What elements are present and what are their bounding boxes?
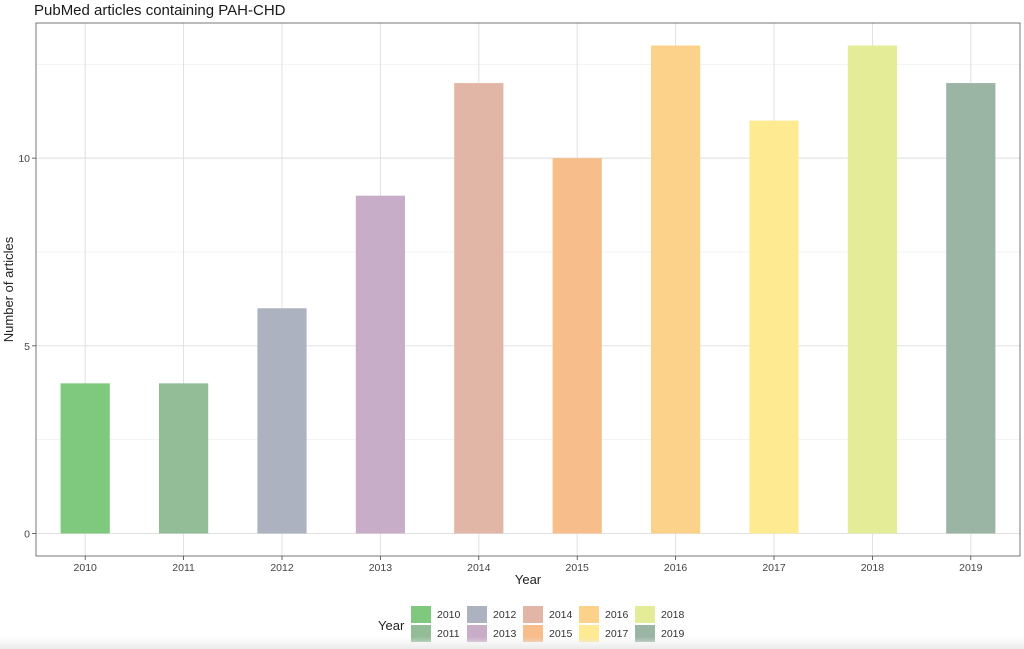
x-tick-label: 2013 <box>369 562 393 574</box>
legend-label: 2018 <box>661 608 685 621</box>
bar-2010 <box>60 383 110 534</box>
bar-2015 <box>552 158 602 534</box>
plot-panel-border <box>35 22 1021 557</box>
bars <box>60 45 996 534</box>
x-tick-label: 2010 <box>74 562 98 574</box>
legend-label: 2010 <box>437 608 461 621</box>
legend-swatch <box>411 606 431 623</box>
x-tick-label: 2012 <box>270 562 294 574</box>
legend-swatch <box>467 606 487 623</box>
x-tick-label: 2011 <box>172 562 195 574</box>
legend-label: 2015 <box>549 627 573 640</box>
x-tick-label: 2019 <box>959 562 983 574</box>
legend-label: 2014 <box>549 608 573 621</box>
legend-item-2018: 2018 <box>635 606 684 623</box>
legend-swatch <box>523 606 543 623</box>
x-tick-label: 2016 <box>664 562 688 574</box>
bar-2011 <box>159 383 209 534</box>
bar-2019 <box>946 83 996 534</box>
y-tick-label: 10 <box>18 153 30 165</box>
bar-2016 <box>651 45 701 534</box>
x-tick-label: 2014 <box>467 562 491 574</box>
legend-title: Year <box>378 618 405 633</box>
x-axis-label: Year <box>515 572 542 587</box>
bar-2013 <box>355 195 405 534</box>
legend-label: 2012 <box>493 608 517 621</box>
bar-2018 <box>847 45 897 534</box>
legend-item-2012: 2012 <box>467 606 516 623</box>
legend-label: 2011 <box>437 627 460 640</box>
bar-2017 <box>749 120 799 534</box>
legend-label: 2013 <box>493 627 517 640</box>
legend-item-2010: 2010 <box>411 606 460 623</box>
legend-item-2016: 2016 <box>579 606 628 623</box>
legend-swatch <box>579 606 599 623</box>
legend-label: 2017 <box>605 627 629 640</box>
bar-2012 <box>257 308 307 534</box>
chart-title: PubMed articles containing PAH-CHD <box>34 2 286 19</box>
legend-swatch <box>635 606 655 623</box>
y-tick-label: 5 <box>24 341 30 353</box>
legend-label: 2016 <box>605 608 629 621</box>
x-tick-label: 2015 <box>566 562 590 574</box>
legend-label: 2019 <box>661 627 685 640</box>
y-tick-label: 0 <box>24 528 30 540</box>
x-tick-label: 2018 <box>861 562 885 574</box>
x-tick-label: 2017 <box>762 562 786 574</box>
bar-2014 <box>454 83 504 534</box>
bottom-shadow <box>0 637 1024 649</box>
y-axis-label: Number of articles <box>1 236 16 342</box>
axes: 0 5 10 2010 2011 2012 2013 2014 2015 2016 2017 2018… <box>18 153 982 574</box>
legend-item-2014: 2014 <box>523 606 572 623</box>
